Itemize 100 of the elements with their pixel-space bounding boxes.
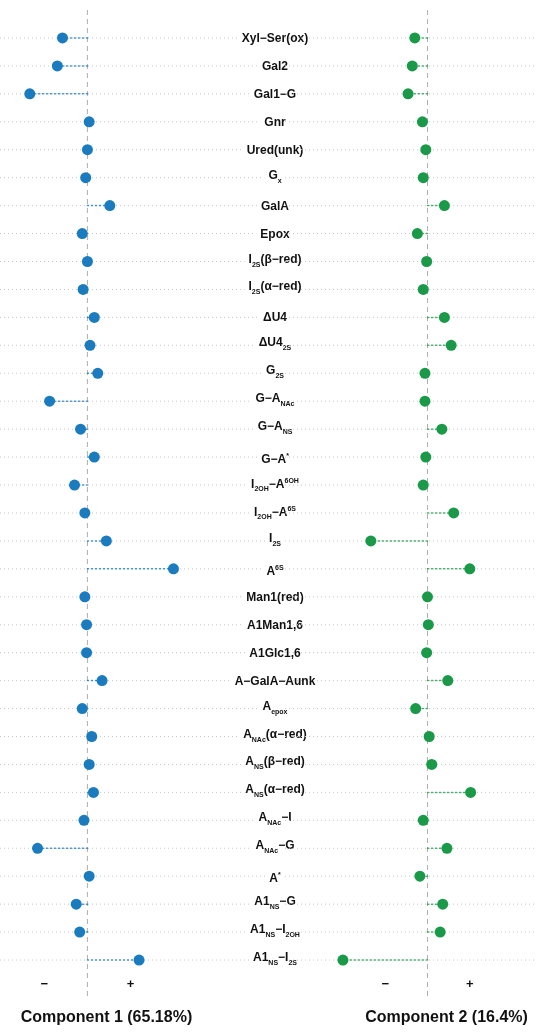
- point: [24, 88, 36, 100]
- point: [417, 172, 429, 184]
- y-tick-label: GalA: [256, 198, 294, 213]
- point: [426, 758, 438, 770]
- point: [83, 758, 95, 770]
- annotation: +: [465, 975, 474, 991]
- y-tick-label: I$_{2S}$(α−red): [244, 279, 306, 300]
- point: [465, 786, 477, 798]
- y-tick-label: Ured(unk): [242, 142, 308, 157]
- point: [406, 60, 418, 72]
- point: [441, 842, 453, 854]
- x-axis-title: Component 1 (65.18%): [20, 1008, 193, 1026]
- point: [414, 870, 426, 882]
- point: [86, 731, 98, 742]
- point: [402, 88, 414, 100]
- point: [87, 786, 99, 798]
- y-tick-label: A$_{epox}$: [258, 698, 292, 719]
- y-tick-label: A$^{6S}$: [262, 560, 288, 578]
- point: [44, 395, 56, 407]
- point: [88, 311, 100, 323]
- point: [51, 60, 63, 72]
- point: [80, 172, 92, 184]
- point: [81, 144, 93, 156]
- point: [32, 842, 44, 854]
- point: [416, 116, 428, 128]
- point: [445, 339, 457, 351]
- y-tick-label: Gal1−G: [249, 86, 301, 101]
- y-tick-label: Man1(red): [242, 589, 308, 604]
- point: [84, 339, 96, 351]
- y-tick-label: G$_{2S}$: [262, 363, 288, 383]
- point: [75, 423, 87, 435]
- point: [133, 954, 145, 966]
- y-tick-label: I$_{2OH}$−A$^{6S}$: [250, 501, 300, 525]
- y-tick-label: G−A$_{NAc}$: [251, 391, 299, 411]
- annotation: −: [40, 975, 49, 991]
- y-tick-label: A1$_{NS}$−I$_{2S}$: [249, 950, 301, 970]
- y-tick-label: G−A$^{*}$: [257, 448, 293, 466]
- point: [421, 256, 433, 267]
- point: [96, 675, 108, 687]
- point: [434, 926, 446, 938]
- point: [79, 507, 91, 519]
- y-tick-label: I$_{2OH}$−A$^{6OH}$: [247, 473, 303, 497]
- point: [442, 675, 454, 687]
- y-tick-label: A$_{NAc}$(α−red): [239, 726, 311, 747]
- point: [83, 116, 95, 128]
- point: [421, 591, 433, 603]
- point: [438, 200, 450, 212]
- point: [417, 479, 429, 491]
- point: [167, 563, 179, 575]
- point: [79, 591, 91, 603]
- y-tick-label: Gal2: [257, 58, 293, 73]
- point: [448, 507, 460, 519]
- point: [78, 814, 90, 826]
- point: [365, 535, 377, 547]
- y-tick-label: A−GalA−Aunk: [230, 673, 320, 688]
- point: [419, 395, 431, 407]
- y-tick-label: Gnr: [260, 114, 290, 129]
- point: [100, 535, 112, 547]
- point: [417, 283, 429, 295]
- point: [81, 256, 93, 267]
- point: [410, 703, 422, 715]
- y-tick-label: G$_{x}$: [264, 167, 286, 188]
- point: [77, 283, 89, 295]
- point: [56, 32, 68, 44]
- point: [436, 423, 448, 435]
- y-tick-label: A1$_{NS}$−G: [250, 894, 300, 914]
- y-tick-label: A$_{NAc}$−I: [254, 810, 296, 831]
- y-tick-label: A$_{NS}$(α−red): [241, 782, 309, 803]
- point: [74, 926, 86, 938]
- y-tick-label: Epox: [256, 226, 294, 241]
- point: [76, 228, 88, 240]
- point: [420, 451, 432, 463]
- y-tick-label: G−A$_{NS}$: [253, 419, 297, 439]
- point: [421, 647, 433, 659]
- point: [411, 228, 423, 240]
- point: [417, 814, 429, 826]
- y-tick-label: A1$_{NS}$−I$_{2OH}$: [246, 922, 304, 942]
- point: [420, 144, 432, 156]
- point: [76, 703, 88, 715]
- y-tick-label: I$_{2S}$: [265, 531, 285, 551]
- point: [437, 898, 449, 910]
- point: [69, 479, 81, 491]
- point: [464, 563, 476, 575]
- point: [88, 451, 100, 463]
- point: [81, 619, 93, 631]
- point: [81, 647, 93, 659]
- point: [438, 311, 450, 323]
- y-tick-label: A$_{NAc}$−G: [251, 838, 299, 858]
- y-tick-label: I$_{2S}$(β−red): [244, 251, 306, 272]
- point: [337, 954, 349, 966]
- point: [70, 898, 82, 910]
- annotation: +: [126, 975, 135, 991]
- point: [423, 731, 435, 742]
- point: [104, 200, 116, 212]
- y-tick-label: A1Glc1,6: [245, 645, 305, 660]
- point: [422, 619, 434, 631]
- y-tick-label: A$_{NS}$(β−red): [241, 754, 309, 775]
- y-tick-label: ΔU4: [259, 310, 291, 325]
- point: [419, 367, 431, 379]
- point: [83, 870, 95, 882]
